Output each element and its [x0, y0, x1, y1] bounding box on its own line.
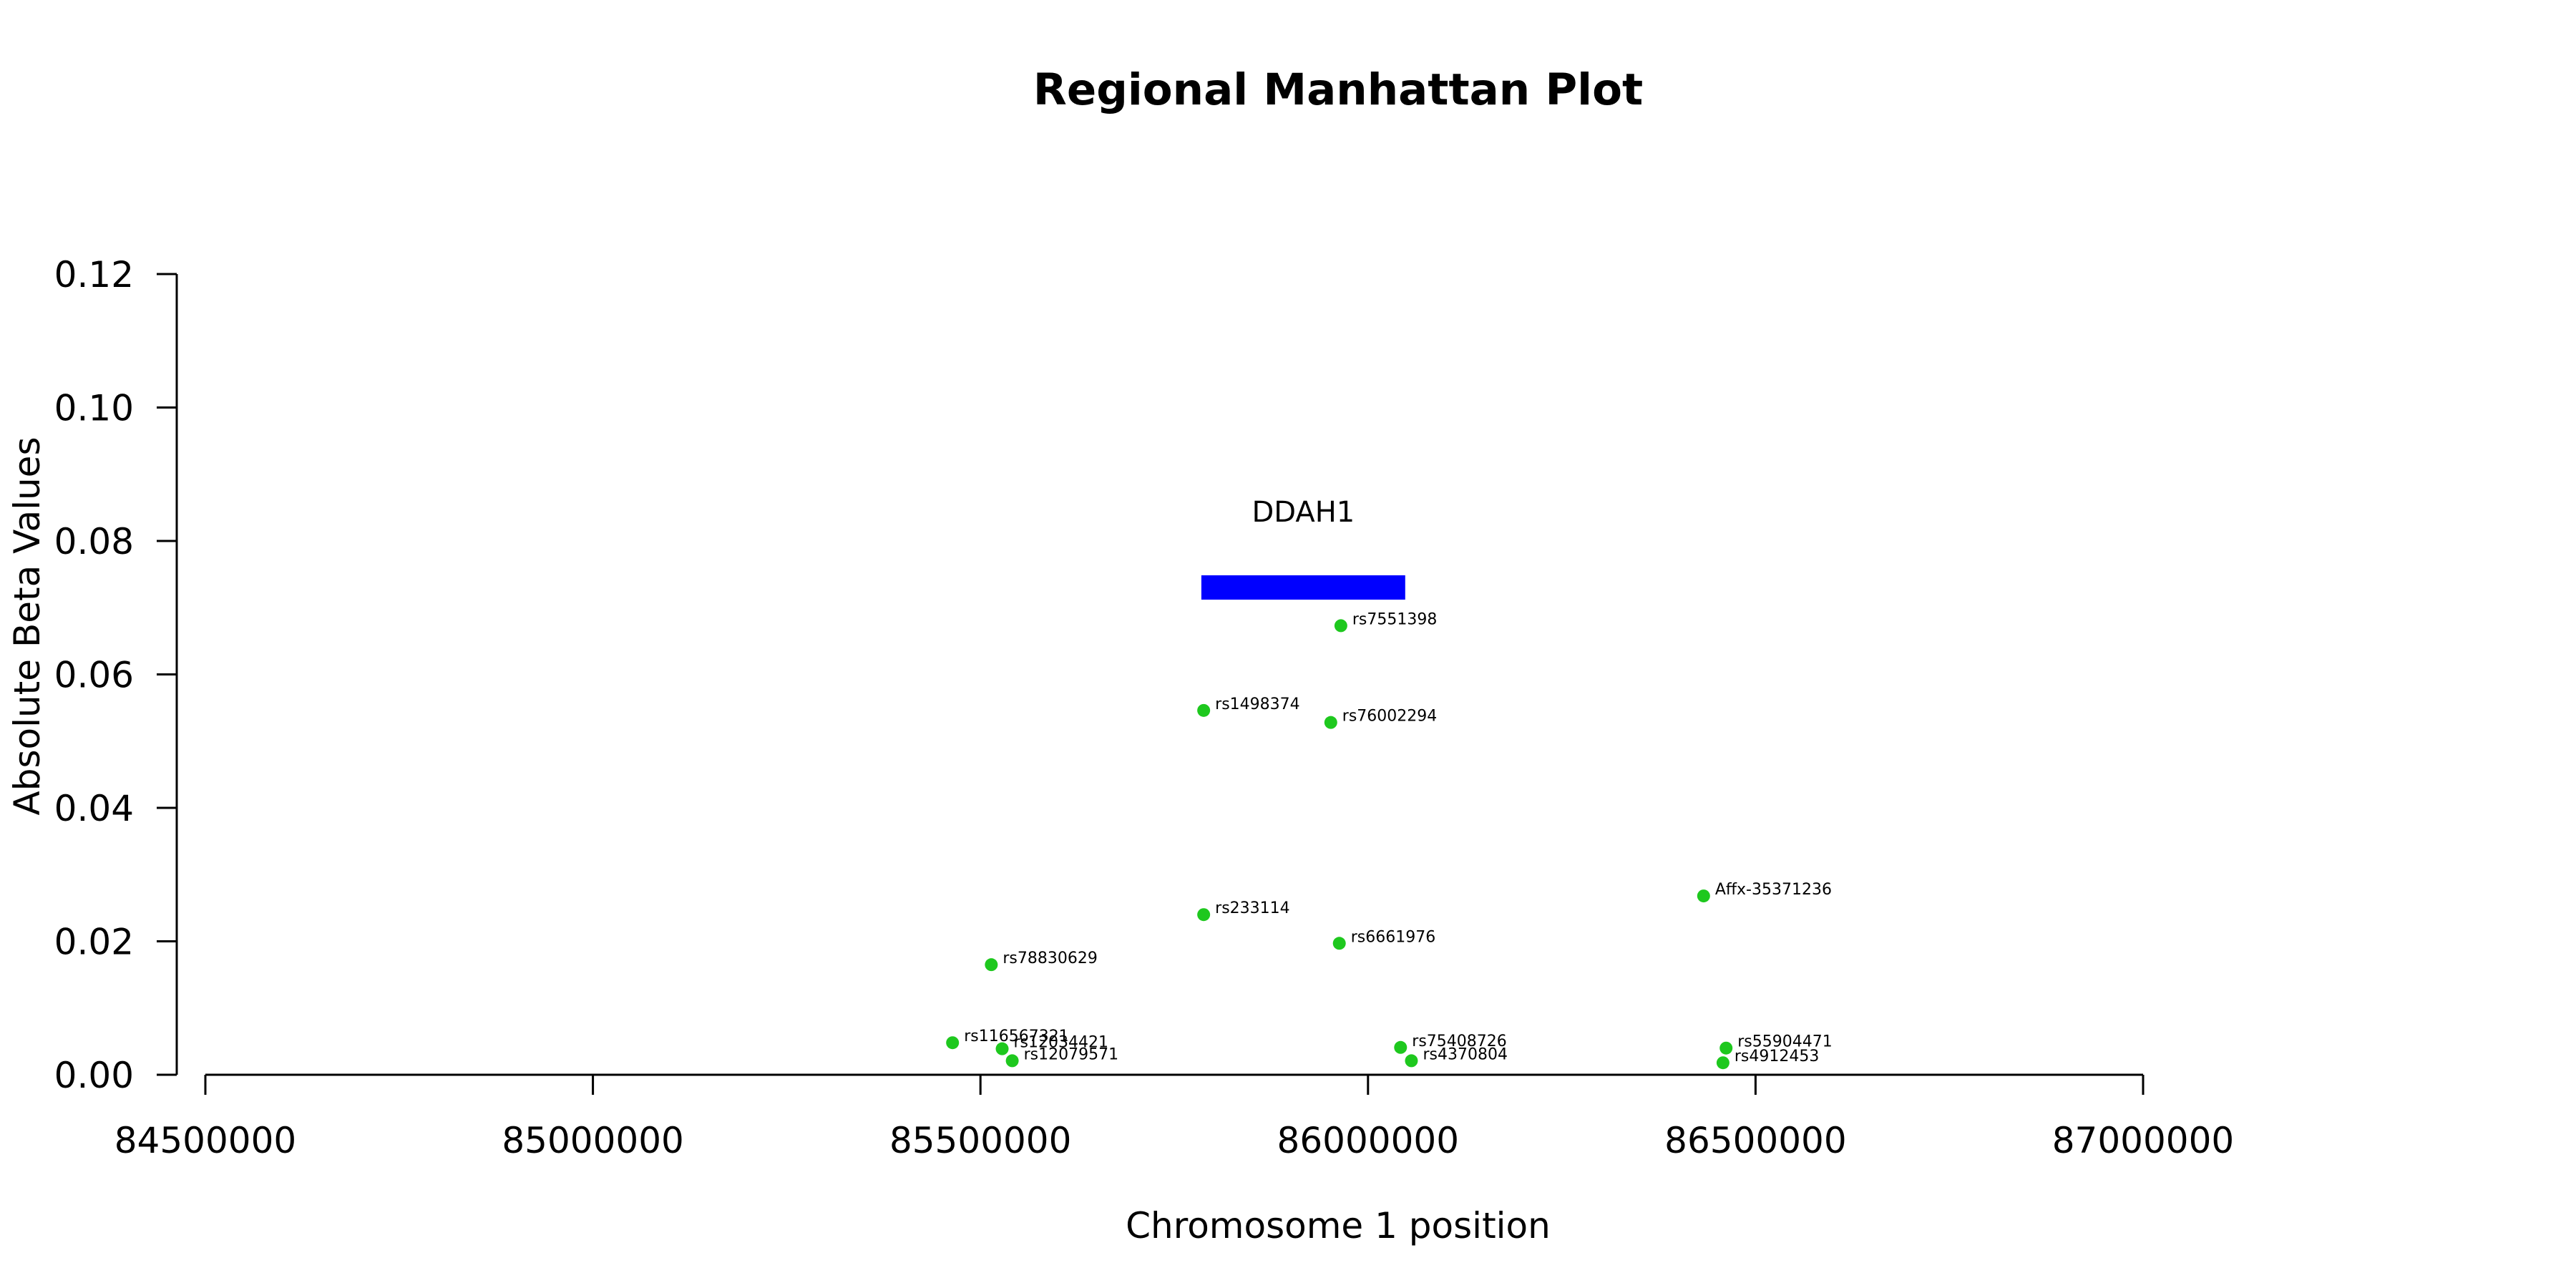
snp-label: Affx-35371236 [1715, 881, 1832, 899]
snp-point [1405, 1054, 1418, 1068]
gene-bar-ddah1 [1201, 575, 1405, 600]
x-tick-label: 85000000 [502, 1120, 684, 1161]
snp-point [985, 958, 998, 972]
snp-label: rs7551398 [1352, 610, 1438, 628]
snp-point [995, 1042, 1009, 1055]
snp-label: rs78830629 [1002, 950, 1097, 967]
snp-point [946, 1036, 960, 1050]
y-axis: 0.00 0.02 0.04 0.06 0.08 0.10 0.12 [54, 254, 178, 1096]
chart-title: Regional Manhattan Plot [1033, 64, 1643, 115]
snp-label: rs55904471 [1737, 1033, 1832, 1051]
y-tick-label: 0.04 [54, 788, 134, 829]
snp-label: rs4370804 [1423, 1045, 1508, 1063]
gene-label: DDAH1 [1252, 496, 1355, 529]
snp-label: rs12034421 [1014, 1034, 1108, 1052]
y-tick-label: 0.02 [54, 922, 134, 963]
y-tick-label: 0.10 [54, 388, 134, 429]
y-tick-label: 0.06 [54, 655, 134, 696]
x-tick-label: 86500000 [1664, 1120, 1847, 1161]
snp-point [1334, 619, 1347, 633]
snp-points: rs7551398 rs1498374 rs76002294 rs233114 Affx… [946, 610, 1833, 1070]
y-axis-label: Absolute Beta Values [6, 437, 48, 816]
snp-label: rs75408726 [1412, 1033, 1506, 1050]
snp-label: rs76002294 [1342, 708, 1437, 726]
x-axis-label: Chromosome 1 position [1126, 1205, 1551, 1246]
x-tick-label: 85500000 [889, 1120, 1072, 1161]
snp-point [1697, 889, 1710, 903]
x-tick-label: 86000000 [1277, 1120, 1460, 1161]
snp-label: rs1498374 [1215, 696, 1300, 713]
x-axis: 84500000 85000000 85500000 86000000 86500000… [114, 1073, 2235, 1161]
snp-label: rs12079571 [1024, 1045, 1118, 1063]
y-tick-label: 0.12 [54, 254, 134, 296]
snp-point [1394, 1040, 1407, 1054]
x-tick-label: 87000000 [2052, 1120, 2235, 1161]
snp-point [1719, 1041, 1733, 1055]
gene-track: DDAH1 [1201, 496, 1405, 600]
snp-point [1197, 908, 1211, 922]
snp-point [1332, 937, 1346, 950]
snp-label: rs116567321 [964, 1028, 1068, 1045]
snp-point [1005, 1054, 1019, 1068]
snp-label: rs4912453 [1735, 1048, 1820, 1065]
snp-point [1197, 703, 1211, 717]
x-tick-label: 84500000 [114, 1120, 297, 1161]
snp-point [1324, 716, 1337, 729]
snp-label: rs233114 [1215, 899, 1290, 917]
y-tick-label: 0.00 [54, 1055, 134, 1096]
snp-label: rs6661976 [1351, 928, 1436, 946]
y-tick-label: 0.08 [54, 521, 134, 562]
snp-point [1716, 1056, 1729, 1070]
